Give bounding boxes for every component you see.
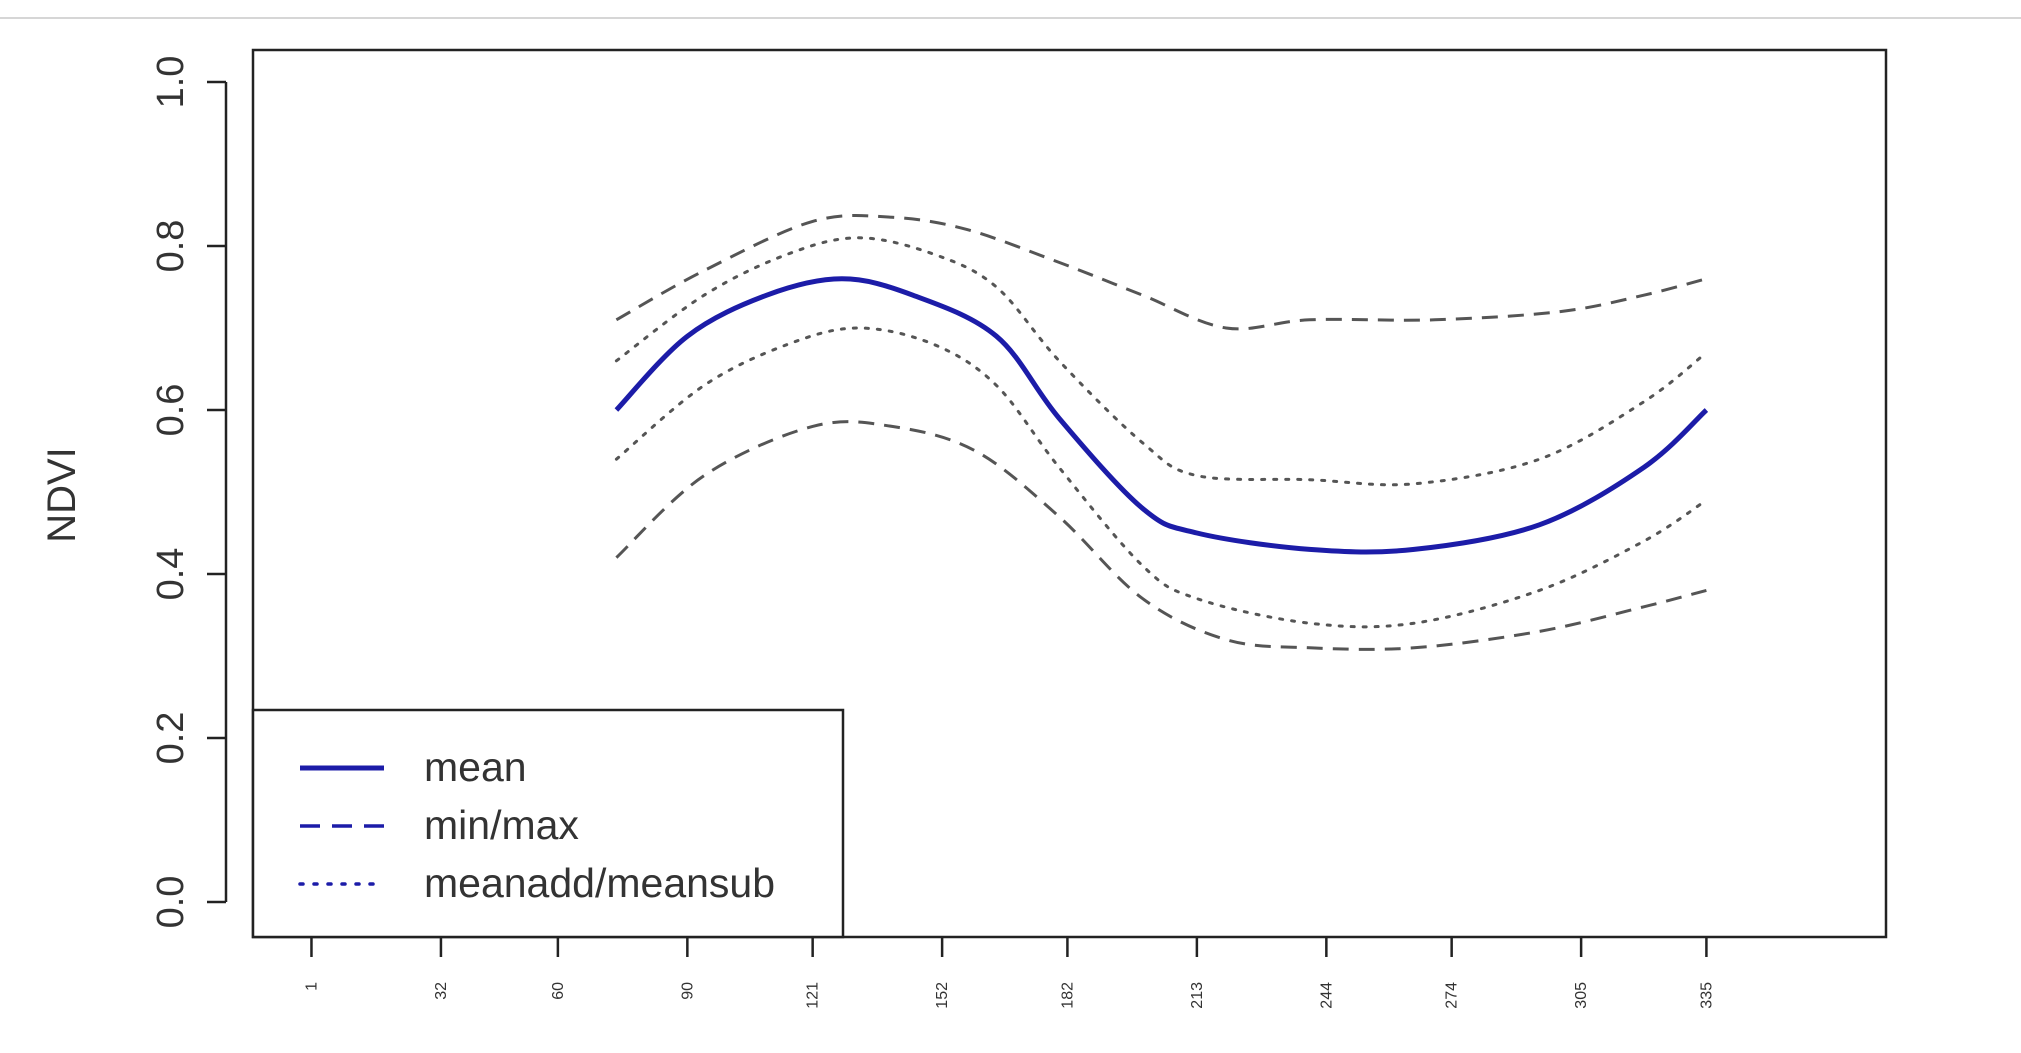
x-tick-label: 213: [1189, 982, 1206, 1009]
y-tick-label: 0.6: [150, 384, 192, 437]
legend-box: [251, 708, 845, 939]
x-tick-label: 152: [934, 982, 951, 1009]
series-line-max: [615, 214, 1707, 331]
series-line-meansub: [614, 326, 1708, 629]
plot-frame: [251, 48, 1888, 939]
x-tick-label: 305: [1573, 982, 1590, 1009]
series-line-mean: [614, 276, 1709, 555]
y-axis-label: NDVI: [40, 447, 84, 543]
y-tick-label: 0.2: [150, 712, 192, 765]
x-tick-label: 90: [679, 982, 696, 1000]
x-tick-label: 1: [303, 982, 320, 991]
x-axis: 1 32 60 90 121 152 182 213 244 274 305 335: [303, 937, 1715, 1009]
legend-label: meanadd/meansub: [424, 860, 775, 906]
x-tick-label: 121: [805, 982, 822, 1009]
series-line-meanadd: [614, 236, 1708, 487]
x-tick-label: 274: [1444, 982, 1461, 1009]
legend-label: min/max: [424, 802, 579, 848]
top-divider: [0, 17, 2021, 19]
y-tick-label: 0.8: [150, 220, 192, 273]
x-tick-label: 335: [1698, 982, 1715, 1009]
legend-label: mean: [424, 744, 527, 790]
y-tick-label: 0.0: [150, 876, 192, 929]
series-line-min: [615, 420, 1707, 651]
x-tick-label: 182: [1059, 982, 1076, 1009]
y-tick-label: 0.4: [150, 548, 192, 601]
y-tick-label: 1.0: [150, 56, 192, 109]
series-layer: [614, 214, 1709, 651]
legend: mean min/max meanadd/meansub: [251, 708, 845, 939]
y-axis: 0.0 0.2 0.4 0.6 0.8 1.0: [150, 56, 228, 929]
x-tick-label: 60: [550, 982, 567, 1000]
x-tick-label: 32: [433, 982, 450, 1000]
x-tick-label: 244: [1318, 982, 1335, 1009]
